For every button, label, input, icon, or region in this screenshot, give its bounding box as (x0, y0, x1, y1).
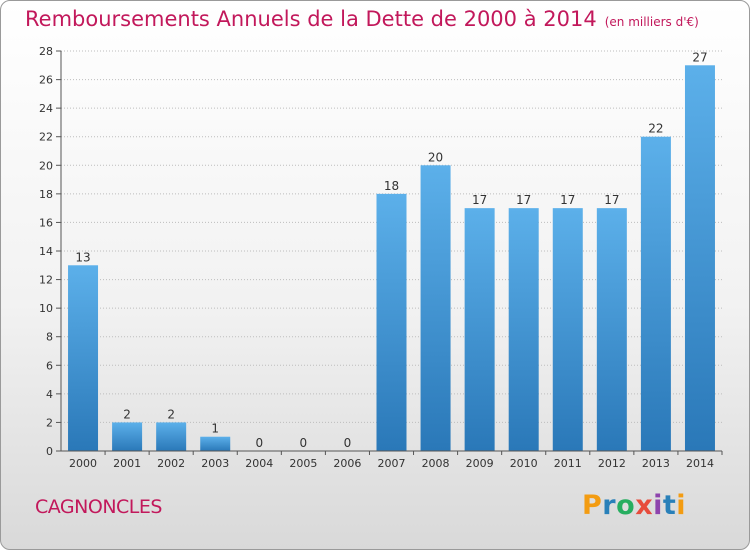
chart-unit: (en milliers d'€) (604, 15, 699, 29)
bar-value-label: 20 (428, 150, 443, 164)
y-tick-label: 28 (39, 45, 53, 58)
y-tick-label: 2 (46, 416, 53, 429)
logo-letter: t (662, 490, 677, 521)
bar-2002 (156, 422, 187, 451)
bar-value-label: 17 (516, 193, 531, 207)
bar-value-label: 1 (211, 422, 219, 436)
logo-letter: o (616, 490, 636, 521)
x-tick-label: 2008 (422, 457, 450, 470)
x-tick-label: 2004 (245, 457, 273, 470)
bar-2007 (376, 193, 407, 451)
bar-2009 (464, 208, 495, 451)
chart-title-text: Remboursements Annuels de la Dette de 20… (25, 7, 597, 31)
bar-value-label: 27 (692, 50, 707, 64)
bar-value-label: 17 (604, 193, 619, 207)
y-tick-label: 12 (39, 274, 53, 287)
y-tick-label: 20 (39, 159, 53, 172)
logo-letter: P (582, 490, 603, 521)
bar-2013 (640, 136, 671, 451)
bar-value-label: 17 (472, 193, 487, 207)
x-tick-label: 2003 (201, 457, 229, 470)
y-tick-label: 0 (46, 445, 53, 458)
bar-value-label: 0 (300, 436, 308, 450)
y-tick-label: 18 (39, 188, 53, 201)
y-tick-label: 4 (46, 388, 53, 401)
y-tick-label: 16 (39, 216, 53, 229)
logo-letter: r (602, 490, 617, 521)
y-tick-label: 8 (46, 331, 53, 344)
x-tick-label: 2010 (510, 457, 538, 470)
x-tick-label: 2014 (686, 457, 714, 470)
municipality-name: CAGNONCLES (35, 496, 162, 518)
bar-2014 (684, 65, 715, 452)
y-tick-label: 10 (39, 302, 53, 315)
bar-2011 (552, 208, 583, 451)
x-tick-label: 2011 (554, 457, 582, 470)
bar-value-label: 22 (648, 122, 663, 136)
bar-value-label: 0 (344, 436, 352, 450)
logo-letter: i (653, 490, 663, 521)
y-tick-label: 22 (39, 131, 53, 144)
bar-2000 (68, 265, 99, 451)
x-tick-label: 2009 (466, 457, 494, 470)
bar-2012 (596, 208, 627, 451)
x-tick-label: 2000 (69, 457, 97, 470)
bar-value-label: 18 (384, 179, 399, 193)
x-tick-label: 2002 (157, 457, 185, 470)
x-tick-label: 2006 (333, 457, 361, 470)
bar-2001 (112, 422, 143, 451)
bar-value-label: 2 (167, 407, 175, 421)
logo-letter: x (635, 490, 654, 521)
bar-value-label: 17 (560, 193, 575, 207)
y-tick-label: 24 (39, 102, 53, 115)
x-tick-label: 2007 (378, 457, 406, 470)
proxiti-logo: Proxiti (582, 490, 686, 521)
x-tick-label: 2001 (113, 457, 141, 470)
y-tick-label: 6 (46, 359, 53, 372)
bar-value-label: 0 (255, 436, 263, 450)
bar-2008 (420, 165, 451, 452)
logo-letter: i (676, 490, 687, 521)
bar-2010 (508, 208, 539, 451)
x-tick-label: 2005 (289, 457, 317, 470)
bar-value-label: 13 (75, 250, 90, 264)
y-tick-label: 26 (39, 74, 53, 87)
chart-title: Remboursements Annuels de la Dette de 20… (25, 7, 699, 31)
x-tick-label: 2012 (598, 457, 626, 470)
bar-value-label: 2 (123, 407, 131, 421)
y-tick-label: 14 (39, 245, 53, 258)
bar-2003 (200, 436, 231, 451)
x-tick-label: 2013 (642, 457, 670, 470)
